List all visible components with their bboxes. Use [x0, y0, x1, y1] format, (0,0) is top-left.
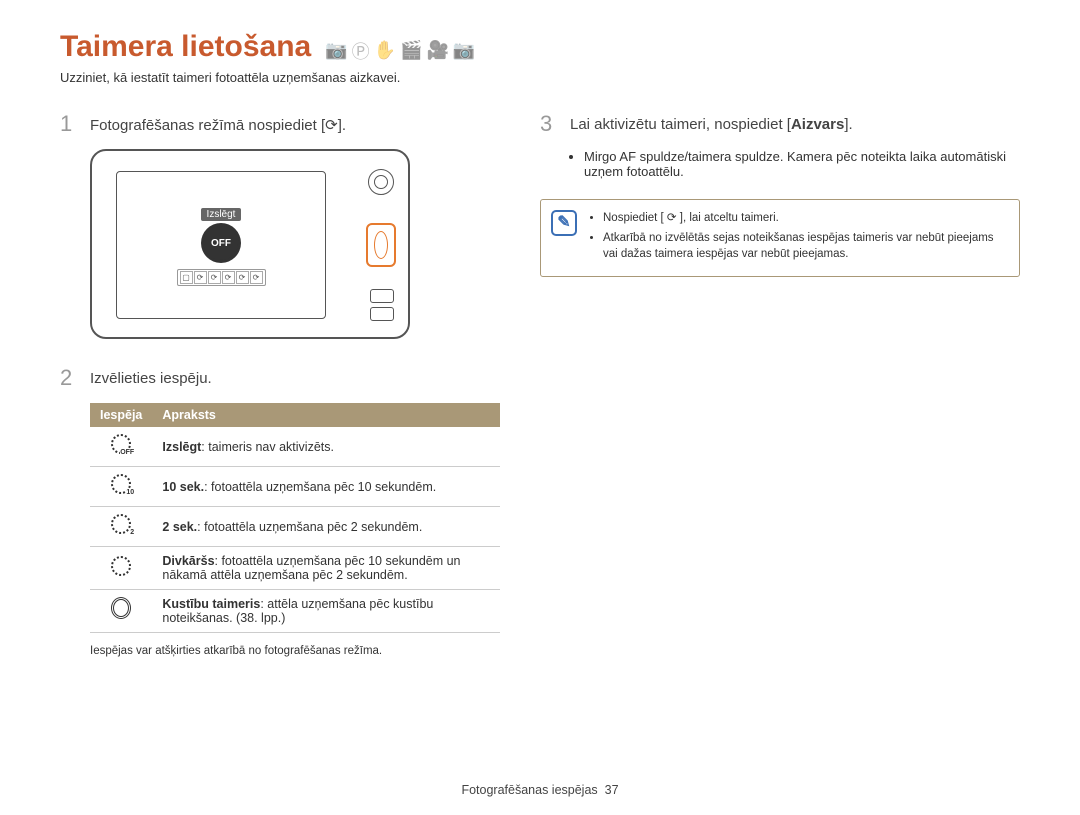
- options-table: Iespēja Apraksts OFF Izslēgt: taimeris n…: [90, 403, 500, 633]
- mode-icon-movie: 🎥: [427, 40, 449, 61]
- strip-icon: ⟳: [250, 271, 263, 284]
- camera-screen-overlay: Izslēgt OFF ▢ ⟳ ⟳ ⟳ ⟳ ⟳: [177, 204, 266, 286]
- mode-icon-scene: 🎬: [400, 40, 422, 61]
- options-col-option: Iespēja: [90, 403, 152, 427]
- step-3-text-b: ].: [844, 116, 852, 133]
- timer-button-glyph: ⟳: [325, 117, 338, 134]
- option-icon-off: OFF: [90, 427, 152, 467]
- camera-illustration: Izslēgt OFF ▢ ⟳ ⟳ ⟳ ⟳ ⟳: [90, 149, 410, 339]
- content-columns: 1 Fotografēšanas režīmā nospiediet [⟳]. …: [60, 113, 1020, 657]
- strip-icon: ⟳: [194, 271, 207, 284]
- strip-icon: ⟳: [208, 271, 221, 284]
- info-icon: ✎: [551, 210, 577, 236]
- option-desc: Izslēgt: taimeris nav aktivizēts.: [152, 427, 500, 467]
- option-icon-2s: 2: [90, 507, 152, 547]
- footer-page-number: 37: [605, 783, 619, 797]
- mode-icon-smart2: 📷: [453, 40, 475, 61]
- page-subtitle: Uzziniet, kā iestatīt taimeri fotoattēla…: [60, 70, 1020, 85]
- step-3-text-a: Lai aktivizētu taimeri, nospiediet [: [570, 116, 791, 133]
- step-3-bullets: Mirgo AF spuldze/taimera spuldze. Kamera…: [584, 149, 1020, 179]
- options-footnote: Iespējas var atšķirties atkarībā no foto…: [90, 645, 500, 657]
- strip-icon: ▢: [180, 271, 193, 284]
- step-2-number: 2: [60, 367, 76, 389]
- step-1-text-b: ].: [338, 117, 346, 134]
- step-3: 3 Lai aktivizētu taimeri, nospiediet [Ai…: [540, 113, 1020, 135]
- info-bullet: Nospiediet [ ⟳ ], lai atceltu taimeri.: [603, 210, 1007, 227]
- option-desc: 10 sek.: fotoattēla uzņemšana pēc 10 sek…: [152, 467, 500, 507]
- mode-icon-dis: ✋: [374, 40, 396, 61]
- mode-icon-smart: 📷: [325, 40, 347, 61]
- strip-icon: ⟳: [236, 271, 249, 284]
- options-col-desc: Apraksts: [152, 403, 500, 427]
- step-1-text: Fotografēšanas režīmā nospiediet [⟳].: [90, 113, 346, 135]
- step-1: 1 Fotografēšanas režīmā nospiediet [⟳].: [60, 113, 500, 135]
- right-column: 3 Lai aktivizētu taimeri, nospiediet [Ai…: [540, 113, 1020, 657]
- step-2-text: Izvēlieties iespēju.: [90, 367, 212, 389]
- mode-icon-p: Ⓟ: [352, 38, 370, 64]
- info-note-box: ✎ Nospiediet [ ⟳ ], lai atceltu taimeri.…: [540, 199, 1020, 277]
- camera-nav-wheel: [368, 169, 394, 195]
- left-column: 1 Fotografēšanas režīmā nospiediet [⟳]. …: [60, 113, 500, 657]
- option-desc: Divkāršs: fotoattēla uzņemšana pēc 10 se…: [152, 547, 500, 590]
- table-row: Divkāršs: fotoattēla uzņemšana pēc 10 se…: [90, 547, 500, 590]
- mode-icon-row: 📷 Ⓟ ✋ 🎬 🎥 📷: [325, 38, 475, 64]
- option-icon-motion: [90, 590, 152, 633]
- step-3-number: 3: [540, 113, 556, 135]
- step-3-bullet: Mirgo AF spuldze/taimera spuldze. Kamera…: [584, 149, 1020, 179]
- table-row: 2 2 sek.: fotoattēla uzņemšana pēc 2 sek…: [90, 507, 500, 547]
- step-1-text-a: Fotografēšanas režīmā nospiediet [: [90, 117, 325, 134]
- step-2: 2 Izvēlieties iespēju.: [60, 367, 500, 389]
- camera-small-button: [370, 307, 394, 321]
- option-desc: 2 sek.: fotoattēla uzņemšana pēc 2 sekun…: [152, 507, 500, 547]
- option-desc: Kustību taimeris: attēla uzņemšana pēc k…: [152, 590, 500, 633]
- step-3-shutter-label: Aizvars: [791, 116, 844, 133]
- footer-section: Fotografēšanas iespējas: [461, 783, 597, 797]
- info-bullet: Atkarībā no izvēlētās sejas noteikšanas …: [603, 230, 1007, 263]
- overlay-option-strip: ▢ ⟳ ⟳ ⟳ ⟳ ⟳: [177, 269, 266, 286]
- option-icon-double: [90, 547, 152, 590]
- page-title: Taimera lietošana: [60, 30, 311, 64]
- step-3-text: Lai aktivizētu taimeri, nospiediet [Aizv…: [570, 113, 853, 135]
- table-row: OFF Izslēgt: taimeris nav aktivizēts.: [90, 427, 500, 467]
- strip-icon: ⟳: [222, 271, 235, 284]
- camera-screen: Izslēgt OFF ▢ ⟳ ⟳ ⟳ ⟳ ⟳: [116, 171, 326, 319]
- page-header: Taimera lietošana 📷 Ⓟ ✋ 🎬 🎥 📷: [60, 30, 1020, 64]
- overlay-label-top: Izslēgt: [201, 208, 242, 221]
- option-icon-10s: 10: [90, 467, 152, 507]
- camera-highlighted-button: [366, 223, 396, 267]
- overlay-off-circle: OFF: [201, 223, 241, 263]
- page-footer: Fotografēšanas iespējas 37: [0, 783, 1080, 797]
- camera-bottom-buttons: [370, 289, 394, 321]
- camera-small-button: [370, 289, 394, 303]
- table-row: Kustību taimeris: attēla uzņemšana pēc k…: [90, 590, 500, 633]
- step-1-number: 1: [60, 113, 76, 135]
- table-row: 10 10 sek.: fotoattēla uzņemšana pēc 10 …: [90, 467, 500, 507]
